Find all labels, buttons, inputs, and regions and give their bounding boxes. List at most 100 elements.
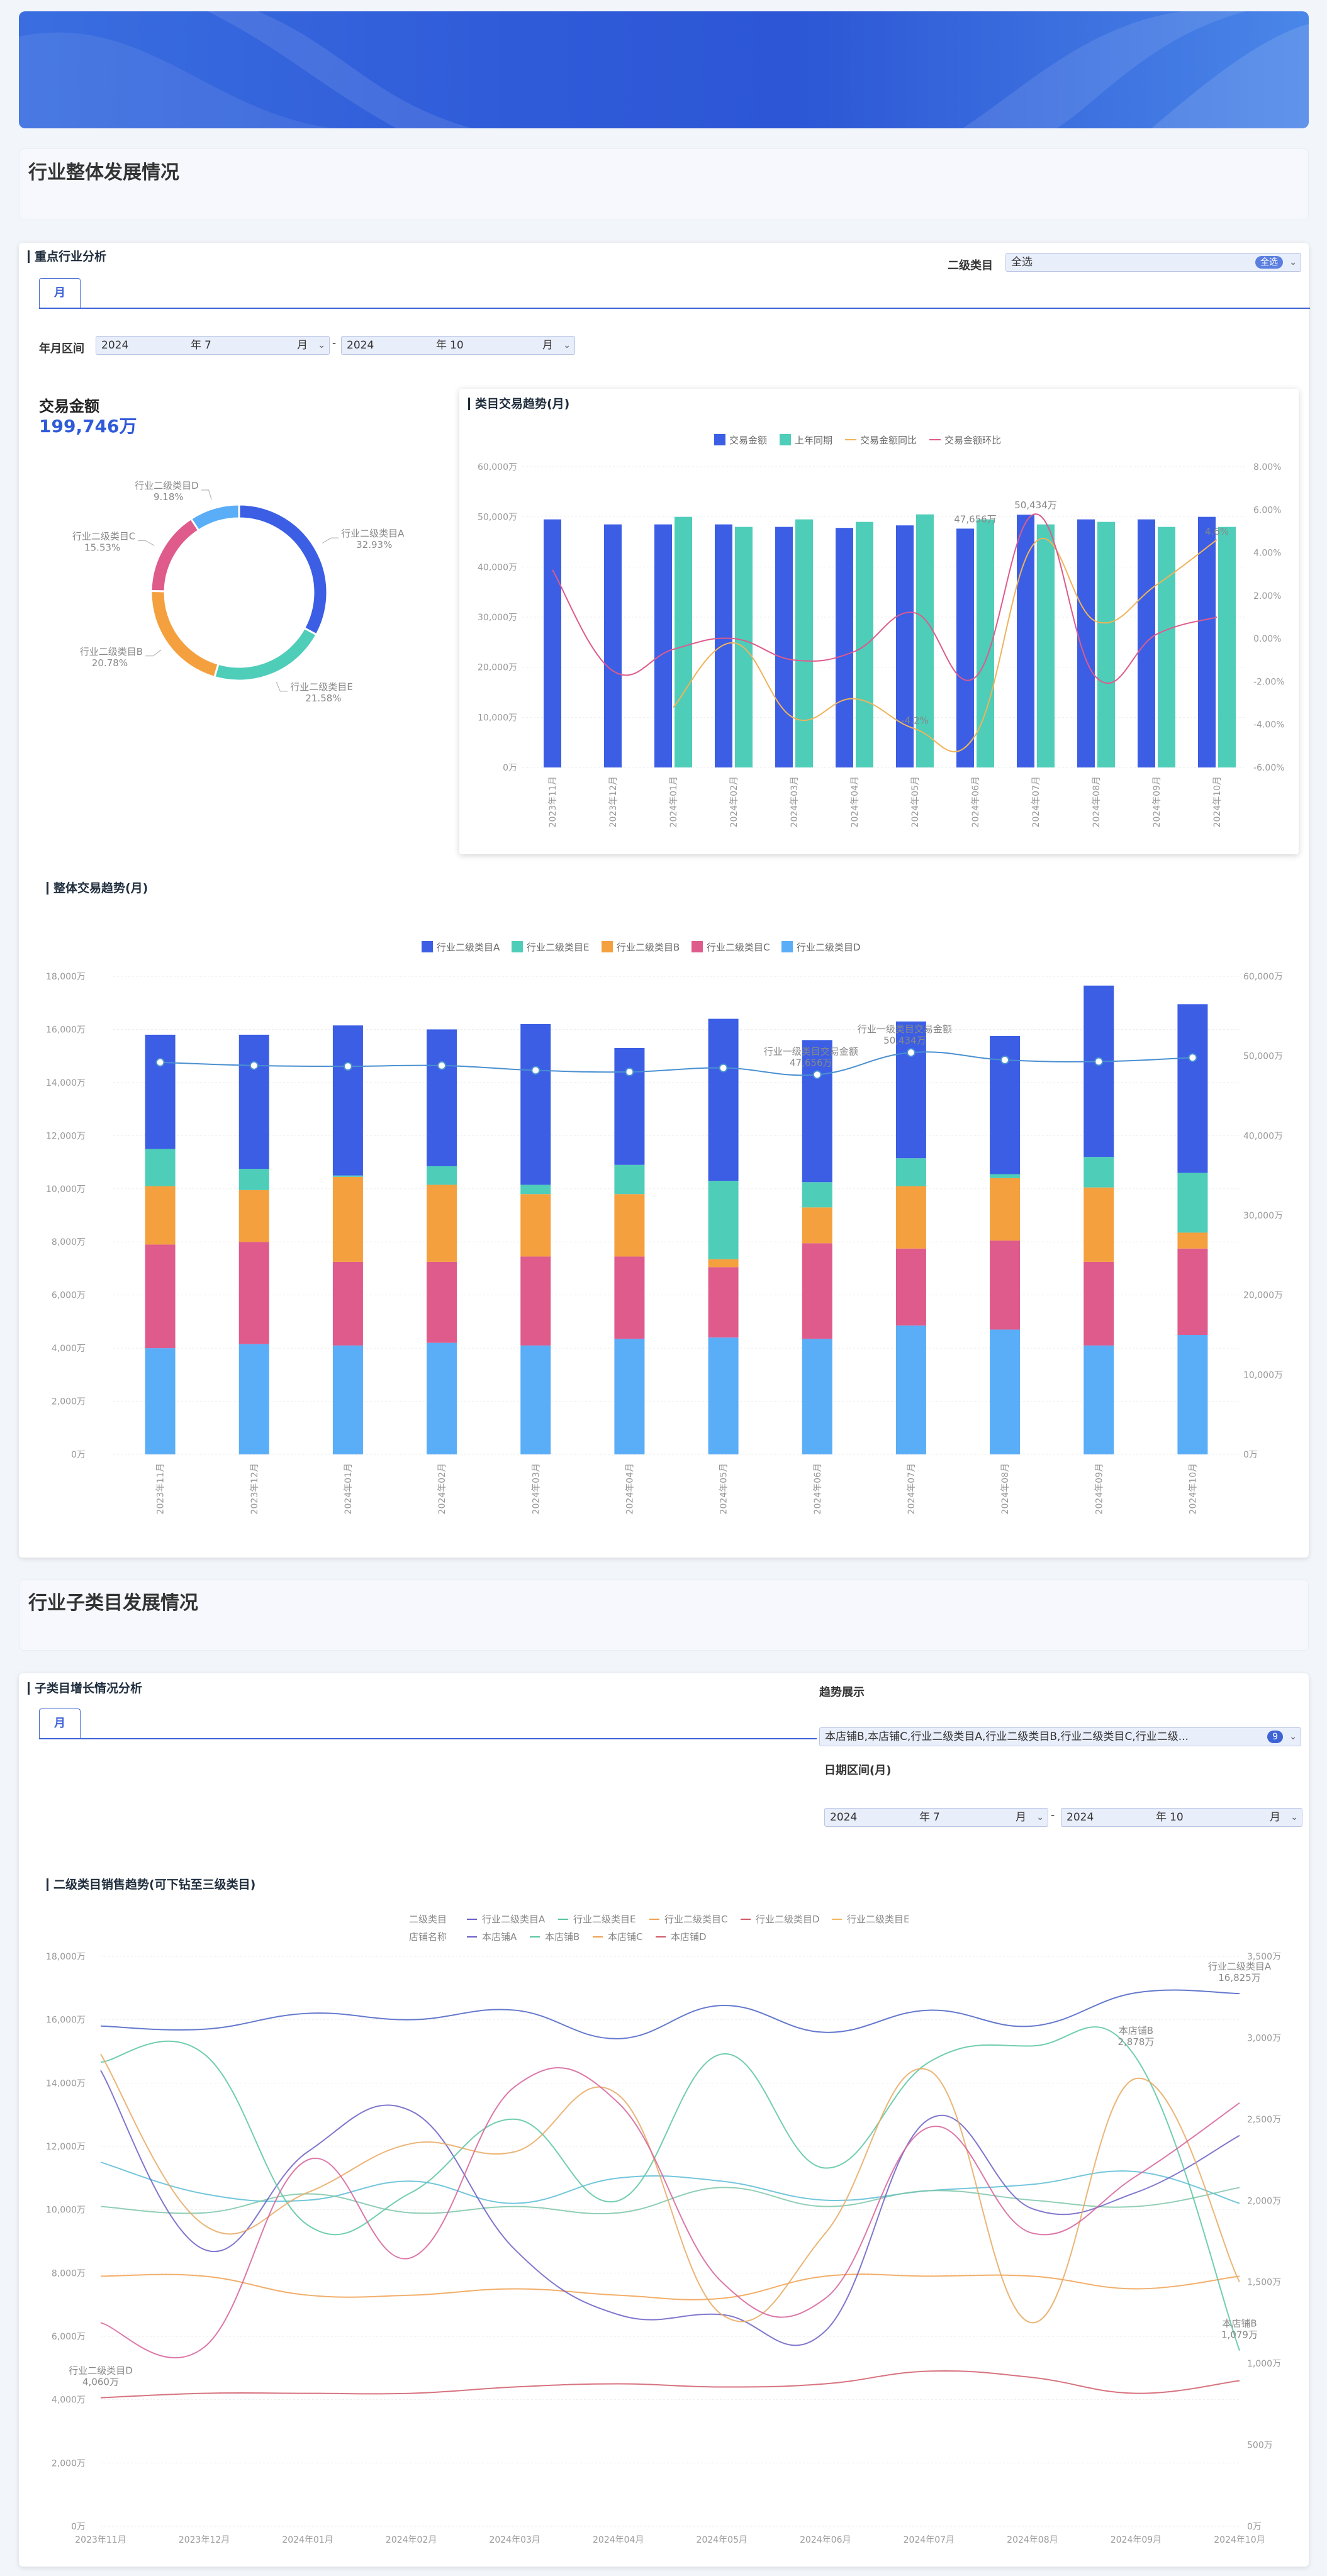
x-tick-label: 2023年11月: [75, 2535, 126, 2545]
tab-underline: [39, 308, 1310, 309]
trend-select[interactable]: 本店铺B,本店铺C,行业二级类目A,行业二级类目B,行业二级类目C,行业二级..…: [819, 1727, 1301, 1746]
stacked-bar-segment: [614, 1339, 645, 1454]
y2-tick-label: 0万: [1247, 2522, 1262, 2532]
stacked-bar-segment: [614, 1048, 645, 1165]
donut-slice: [238, 503, 328, 636]
overall-trend-chart: 0万 2,000万 4,000万 6,000万 8,000万 10,000万 12,000万…: [46, 941, 1283, 1514]
stacked-bar-segment: [520, 1194, 551, 1257]
x-tick-label: 2023年12月: [250, 1463, 260, 1514]
bar-transaction: [836, 528, 853, 767]
y-tick-label: 18,000万: [46, 1952, 86, 1962]
legend-swatch: [602, 941, 613, 952]
focus-industry-card: 重点行业分析 二级类目 全选 全选 ⌄ 月 年月区间 2024 年 7 月 ⌄ …: [19, 243, 1310, 1558]
line-point: [719, 1063, 728, 1073]
stacked-bar-segment: [1177, 1248, 1208, 1335]
x-tick-label: 2023年12月: [608, 776, 619, 827]
x-tick-label: 2024年03月: [790, 776, 800, 827]
chevron-down-icon: ⌄: [1291, 1812, 1298, 1822]
bar-last-year: [795, 519, 813, 767]
tab-month[interactable]: 月: [39, 1709, 81, 1739]
start-month-unit: 月: [1016, 1811, 1026, 1824]
legend-label: 本店铺C: [608, 1931, 642, 1943]
x-tick-label: 2024年10月: [1188, 1463, 1198, 1514]
y-tick-label: 8,000万: [52, 1237, 86, 1247]
point-label: 行业二级类目A: [1208, 1961, 1272, 1972]
legend-label: 行业二级类目C: [707, 942, 770, 953]
start-year-unit: 年: [919, 1811, 930, 1824]
stacked-bar-segment: [1083, 1261, 1114, 1346]
stacked-bar-segment: [614, 1256, 645, 1339]
y2-tick-label: 0.00%: [1253, 634, 1281, 644]
y-tick-label: 10,000万: [46, 1185, 86, 1195]
x-tick-label: 2024年04月: [593, 2535, 644, 2545]
stacked-bar-segment: [332, 1175, 363, 1177]
tab-month[interactable]: 月: [39, 278, 81, 308]
end-month-select[interactable]: 2024 年 10 月 ⌄: [341, 336, 575, 355]
subcategory-sales-chart: 0万 2,000万 4,000万 6,000万 8,000万 10,000万 12,000万…: [46, 1914, 1281, 2545]
donut-slice-label: 行业二级类目B: [80, 646, 143, 657]
y2-tick-label: 3,500万: [1247, 1952, 1281, 1962]
line-point: [906, 1048, 915, 1057]
stacked-bar-segment: [145, 1186, 176, 1245]
start-month-unit: 月: [297, 339, 308, 352]
start-month-select[interactable]: 2024 年 7 月 ⌄: [96, 336, 330, 355]
donut-leader-line: [276, 681, 288, 692]
point-label: 行业一级类目交易金额: [858, 1023, 952, 1035]
y-tick-label: 12,000万: [46, 2142, 86, 2152]
chevron-down-icon: ⌄: [318, 340, 325, 350]
point-label: 47,656万: [790, 1057, 832, 1068]
line-point: [1000, 1056, 1010, 1064]
donut-slice-percent: 20.78%: [92, 657, 128, 669]
bar-transaction: [715, 524, 732, 767]
stacked-bar-segment: [802, 1040, 832, 1183]
y-tick-label: 60,000万: [478, 462, 517, 472]
stacked-bar-segment: [238, 1190, 269, 1242]
series-line: [100, 2370, 1240, 2399]
y2-tick-label: 3,000万: [1247, 2033, 1281, 2043]
line-point: [1188, 1053, 1197, 1062]
y-tick-label: 6,000万: [52, 2332, 86, 2342]
bar-last-year: [856, 521, 873, 767]
y2-tick-label: 2,000万: [1247, 2196, 1281, 2206]
y-tick-label: 14,000万: [46, 2078, 86, 2088]
point-label: 4.6%: [1205, 526, 1229, 537]
x-tick-label: 2024年02月: [437, 1463, 447, 1514]
line-point: [531, 1066, 540, 1075]
x-tick-label: 2024年02月: [729, 776, 739, 827]
donut-slice: [213, 627, 318, 682]
stacked-bar-segment: [427, 1029, 457, 1166]
point-label: 50,434万: [1014, 499, 1057, 511]
stacked-bar-segment: [802, 1182, 832, 1208]
legend-label: 交易金额环比: [944, 435, 1001, 446]
x-tick-label: 2024年03月: [489, 2535, 540, 2545]
trend-label: 趋势展示: [819, 1686, 865, 1699]
line-yoy: [673, 537, 1218, 752]
y2-tick-label: -2.00%: [1253, 677, 1285, 687]
legend-group-label: 店铺名称: [409, 1931, 447, 1943]
start-month-select[interactable]: 2024 年 7 月 ⌄: [824, 1808, 1048, 1827]
series-line: [100, 2053, 1240, 2324]
point-label: 50,434万: [883, 1035, 926, 1046]
category-select[interactable]: 全选 全选 ⌄: [1005, 253, 1301, 272]
bar-transaction: [896, 525, 914, 767]
stacked-bar-segment: [520, 1345, 551, 1454]
stacked-bar-segment: [990, 1329, 1021, 1454]
y2-tick-label: 0万: [1243, 1450, 1258, 1460]
card-title: 重点行业分析: [28, 250, 106, 263]
start-month: 7: [204, 339, 211, 352]
donut-slice-label: 行业二级类目E: [290, 681, 352, 693]
banner-wave-decoration: [19, 11, 1309, 128]
x-tick-label: 2023年11月: [548, 776, 558, 827]
line-mom: [552, 513, 1218, 684]
x-tick-label: 2024年09月: [1094, 1463, 1104, 1514]
stacked-bar-segment: [708, 1018, 739, 1181]
stacked-bar-segment: [990, 1241, 1021, 1330]
end-month-select[interactable]: 2024 年 10 月 ⌄: [1061, 1808, 1302, 1827]
point-label: 1,079万: [1221, 2329, 1258, 2341]
chevron-down-icon: ⌄: [1036, 1812, 1044, 1822]
series-line: [100, 2187, 1240, 2215]
line-industry-total: [160, 1051, 1193, 1076]
legend-label: 行业二级类目C: [664, 1914, 727, 1925]
point-label: 4,060万: [82, 2377, 119, 2388]
stacked-bar-segment: [895, 1158, 926, 1186]
